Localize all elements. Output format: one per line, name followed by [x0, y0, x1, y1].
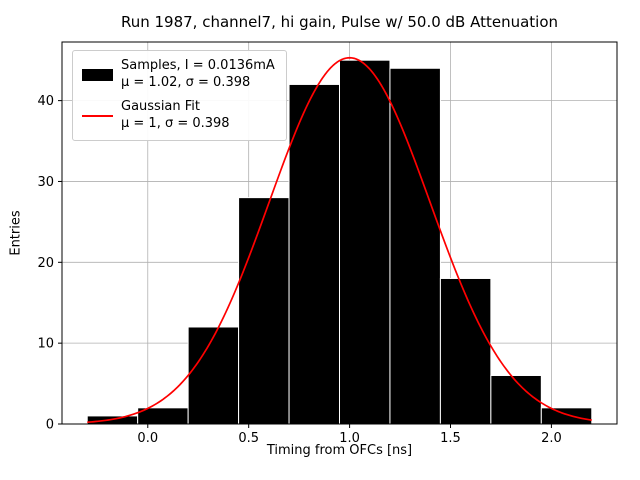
histogram-bar — [439, 277, 492, 425]
x-axis-label: Timing from OFCs [ns] — [266, 443, 413, 458]
histogram-bar — [339, 59, 391, 425]
y-axis-label: Entries — [8, 210, 24, 256]
y-tick-label: 20 — [37, 256, 54, 271]
histogram-bar — [238, 197, 290, 425]
legend-entry-samples: Samples, I = 0.0136mA μ = 1.02, σ = 0.39… — [82, 58, 275, 91]
chart-title: Run 1987, channel7, hi gain, Pulse w/ 50… — [120, 13, 559, 31]
fit-curve — [87, 56, 592, 424]
y-tick-label: 0 — [46, 418, 54, 433]
histogram-bar — [490, 374, 542, 425]
fit-legend-line-1: Gaussian Fit — [121, 99, 201, 115]
y-tick-label: 10 — [37, 337, 54, 352]
fit-legend-text: Gaussian Fit μ = 1, σ = 0.398 — [121, 99, 230, 132]
histogram-bar — [540, 407, 593, 425]
plot-border — [61, 41, 618, 425]
histogram-bar — [288, 83, 340, 425]
samples-legend-line-1: Samples, I = 0.0136mA — [121, 58, 275, 73]
x-tick-label: 2.0 — [541, 431, 562, 446]
x-tick-label: 1.5 — [440, 431, 461, 446]
histogram-bar — [187, 326, 240, 425]
samples-swatch-box — [82, 68, 113, 81]
samples-legend-line-2: μ = 1.02, σ = 0.398 — [121, 74, 251, 90]
samples-legend-text: Samples, I = 0.0136mA μ = 1.02, σ = 0.39… — [121, 58, 275, 91]
y-tick-label: 30 — [37, 175, 54, 190]
x-tick-label: 0.0 — [137, 431, 158, 446]
legend-entry-fit: Gaussian Fit μ = 1, σ = 0.398 — [82, 99, 275, 132]
samples-swatch — [82, 68, 113, 81]
y-tick-label: 40 — [37, 94, 54, 109]
fit-line-swatch — [82, 114, 113, 117]
legend: Samples, I = 0.0136mA μ = 1.02, σ = 0.39… — [72, 50, 287, 141]
fit-swatch-box — [82, 114, 113, 117]
histogram-bar — [389, 67, 441, 425]
x-tick-label: 0.5 — [238, 431, 259, 446]
x-tick-label: 1.0 — [339, 431, 360, 446]
fit-legend-line-2: μ = 1, σ = 0.398 — [121, 115, 230, 131]
